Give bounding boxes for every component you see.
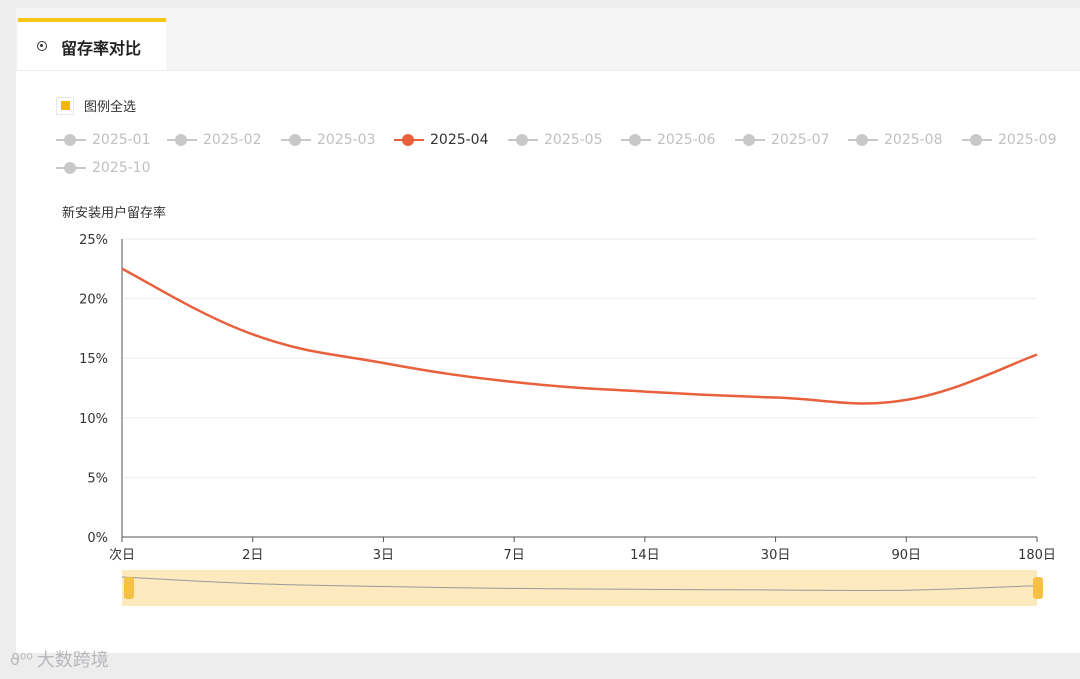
x-tick-label: 3日 — [373, 548, 394, 563]
legend-item-label: 2025-08 — [884, 132, 943, 148]
legend-item-label: 2025-02 — [203, 132, 262, 148]
x-tick-label: 7日 — [504, 548, 525, 563]
legend-item[interactable]: 2025-09 — [962, 130, 1057, 150]
legend-line-marker-icon — [167, 133, 197, 147]
legend-item-label: 2025-03 — [317, 132, 376, 148]
tab-label: 留存率对比 — [61, 39, 142, 58]
legend-line-marker-icon — [735, 133, 765, 147]
legend-item[interactable]: 2025-07 — [735, 130, 830, 150]
legend-item[interactable]: 2025-03 — [281, 130, 376, 150]
watermark: ϑ⁰⁰ 大数跨境 — [10, 646, 109, 672]
y-tick-label: 10% — [79, 412, 108, 427]
legend-item-label: 2025-06 — [657, 132, 716, 148]
legend-item-label: 2025-05 — [544, 132, 603, 148]
tab-retention-comparison[interactable]: 留存率对比 — [18, 18, 166, 70]
legend-select-all-label: 图例全选 — [84, 100, 137, 115]
x-tick-label: 次日 — [109, 547, 135, 563]
legend-line-marker-icon — [394, 133, 424, 147]
x-tick-label: 14日 — [630, 548, 660, 563]
y-tick-label: 15% — [79, 352, 108, 367]
legend-select-all[interactable]: 图例全选 — [56, 96, 136, 115]
y-tick-label: 20% — [79, 293, 108, 308]
tab-bar: 留存率对比 — [16, 8, 1080, 71]
legend-line-marker-icon — [621, 133, 651, 147]
x-tick-label: 2日 — [242, 548, 263, 563]
y-tick-label: 5% — [87, 471, 108, 486]
legend-line-marker-icon — [962, 133, 992, 147]
legend-item-label: 2025-07 — [771, 132, 830, 148]
watermark-text: 大数跨境 — [36, 650, 109, 671]
legend-line-marker-icon — [56, 161, 86, 175]
legend-item[interactable]: 2025-04 — [394, 130, 489, 150]
y-tick-label: 25% — [79, 233, 108, 248]
y-axis-title: 新安装用户留存率 — [62, 205, 166, 221]
legend-item[interactable]: 2025-10 — [56, 158, 151, 178]
x-tick-label: 90日 — [892, 548, 922, 563]
legend-line-marker-icon — [508, 133, 538, 147]
x-tick-label: 180日 — [1018, 548, 1056, 563]
data-zoom-end-handle[interactable] — [1033, 577, 1043, 599]
checkbox-icon — [56, 96, 74, 115]
legend-line-marker-icon — [281, 133, 311, 147]
legend-item[interactable]: 2025-02 — [167, 130, 262, 150]
chart-panel: 留存率对比 — [16, 8, 1080, 653]
legend-item-label: 2025-04 — [430, 132, 489, 148]
legend-item[interactable]: 2025-08 — [848, 130, 943, 150]
series-line — [121, 267, 1038, 405]
data-zoom-preview-line — [121, 576, 1038, 592]
legend-item[interactable]: 2025-01 — [56, 130, 151, 150]
legend-line-marker-icon — [56, 133, 86, 147]
legend-item-label: 2025-01 — [92, 132, 151, 148]
legend-item-label: 2025-09 — [998, 132, 1057, 148]
y-tick-label: 0% — [87, 531, 108, 546]
data-zoom-track — [122, 570, 1037, 606]
legend-item[interactable]: 2025-05 — [508, 130, 603, 150]
legend-item[interactable]: 2025-06 — [621, 130, 716, 150]
data-zoom-start-handle[interactable] — [124, 577, 134, 599]
legend-line-marker-icon — [848, 133, 878, 147]
watermark-logo-icon: ϑ⁰⁰ — [10, 649, 33, 669]
radio-icon — [37, 41, 47, 51]
x-tick-label: 30日 — [761, 548, 791, 563]
legend-item-label: 2025-10 — [92, 160, 151, 176]
